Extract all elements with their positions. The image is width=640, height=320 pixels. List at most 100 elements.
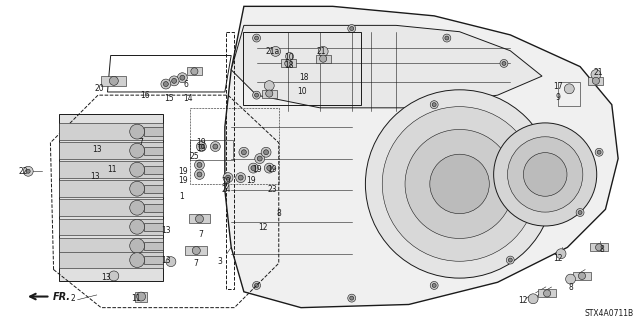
Circle shape [253, 34, 260, 42]
Circle shape [211, 141, 220, 151]
Circle shape [365, 90, 554, 278]
Text: 15: 15 [164, 94, 174, 103]
Circle shape [255, 36, 259, 40]
Circle shape [251, 166, 256, 171]
Circle shape [579, 272, 586, 279]
Circle shape [382, 107, 537, 261]
Bar [145, 204, 163, 212]
Circle shape [130, 238, 145, 253]
Text: 21: 21 [317, 47, 326, 56]
Text: 1: 1 [179, 191, 184, 201]
Circle shape [430, 154, 490, 214]
Circle shape [285, 52, 294, 60]
Circle shape [266, 90, 273, 97]
Circle shape [109, 271, 119, 281]
Text: 19: 19 [246, 176, 256, 185]
Circle shape [576, 209, 584, 216]
Circle shape [197, 172, 202, 177]
Circle shape [248, 163, 259, 173]
Text: 19: 19 [267, 165, 276, 174]
Circle shape [578, 211, 582, 214]
Bar [145, 256, 163, 264]
Circle shape [430, 282, 438, 289]
Circle shape [255, 284, 259, 287]
Circle shape [318, 46, 328, 56]
Text: 7: 7 [198, 229, 203, 239]
Circle shape [430, 101, 438, 108]
Bar [59, 199, 163, 216]
Circle shape [253, 282, 260, 289]
Text: 9: 9 [556, 93, 560, 102]
Circle shape [593, 77, 600, 84]
Circle shape [130, 181, 145, 196]
Circle shape [595, 148, 603, 156]
Circle shape [225, 175, 230, 180]
Circle shape [257, 156, 262, 161]
Text: 7: 7 [139, 138, 143, 147]
Text: 11: 11 [107, 165, 116, 174]
Text: 21a: 21a [266, 47, 280, 56]
Circle shape [443, 34, 451, 42]
Circle shape [180, 75, 185, 80]
Circle shape [264, 81, 274, 91]
Bar [145, 165, 163, 174]
Circle shape [264, 150, 269, 155]
Bar [316, 55, 331, 63]
Circle shape [500, 60, 508, 68]
Circle shape [591, 69, 601, 79]
Circle shape [130, 253, 145, 268]
Circle shape [255, 93, 259, 97]
Circle shape [191, 68, 198, 75]
Circle shape [197, 163, 202, 167]
Circle shape [137, 292, 145, 301]
Circle shape [130, 143, 145, 158]
Bar [189, 214, 211, 223]
Circle shape [238, 175, 243, 180]
Circle shape [493, 123, 596, 226]
Circle shape [348, 294, 356, 302]
Circle shape [163, 82, 168, 86]
Text: 20: 20 [95, 84, 104, 93]
Circle shape [223, 173, 233, 183]
Bar [186, 246, 207, 255]
Circle shape [195, 160, 204, 170]
Bar [145, 242, 163, 250]
Bar [145, 223, 163, 231]
Circle shape [556, 249, 566, 259]
Bar [573, 272, 591, 280]
Circle shape [597, 150, 601, 154]
Text: 8: 8 [600, 245, 605, 254]
Circle shape [195, 215, 204, 223]
Circle shape [177, 73, 188, 83]
Circle shape [172, 78, 177, 83]
Circle shape [264, 163, 274, 173]
Bar [59, 237, 163, 254]
Circle shape [543, 290, 550, 297]
Bar [59, 180, 163, 197]
Bar [59, 124, 163, 140]
Bar [135, 292, 147, 301]
Bar [589, 77, 604, 85]
Text: 3: 3 [218, 257, 222, 266]
Text: 10: 10 [298, 87, 307, 96]
Text: 25: 25 [189, 152, 199, 161]
Circle shape [130, 219, 145, 234]
Circle shape [253, 91, 260, 99]
Circle shape [23, 166, 33, 176]
Text: 10: 10 [284, 53, 294, 62]
Text: 13: 13 [92, 145, 102, 154]
Bar [102, 76, 126, 86]
Text: 12: 12 [258, 223, 268, 232]
Circle shape [524, 153, 567, 196]
Circle shape [241, 150, 246, 155]
Circle shape [236, 173, 246, 183]
Circle shape [349, 27, 354, 30]
Bar [145, 147, 163, 155]
Bar [538, 289, 556, 297]
Text: 13: 13 [162, 256, 172, 265]
Circle shape [506, 256, 515, 264]
Circle shape [508, 137, 583, 212]
Bar [59, 252, 163, 268]
Bar [145, 127, 163, 136]
Text: 22: 22 [19, 167, 28, 176]
